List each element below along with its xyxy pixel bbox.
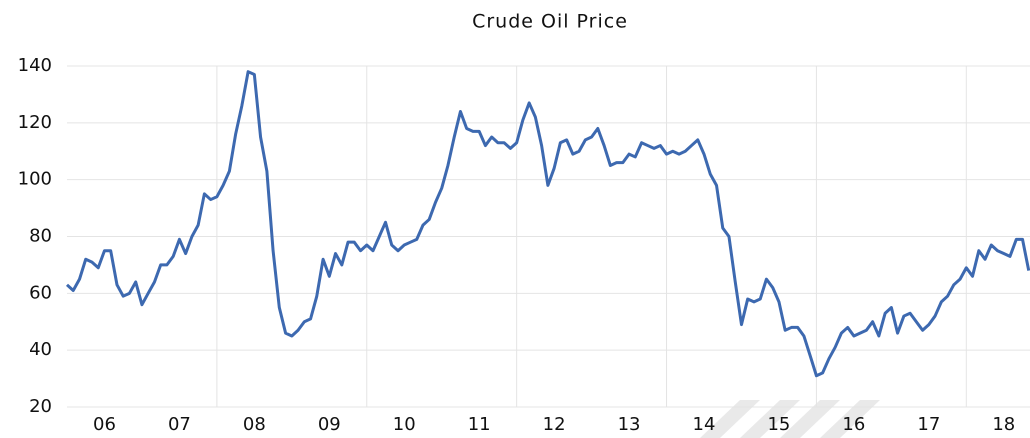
stripe bbox=[780, 400, 840, 438]
stripe bbox=[700, 400, 760, 438]
x-tick-label: 17 bbox=[917, 414, 940, 435]
x-tick-label: 08 bbox=[243, 414, 266, 435]
x-tick-label: 18 bbox=[992, 414, 1015, 435]
x-tick-label: 12 bbox=[543, 414, 566, 435]
y-tick-label: 120 bbox=[18, 112, 52, 133]
chart-title: Crude Oil Price bbox=[472, 11, 628, 33]
x-tick-label: 16 bbox=[842, 414, 865, 435]
data-line bbox=[65, 70, 1030, 378]
y-tick-label: 40 bbox=[29, 339, 52, 360]
stripe bbox=[740, 400, 800, 438]
x-tick-label: 06 bbox=[93, 414, 116, 435]
x-tick-label: 14 bbox=[693, 414, 716, 435]
x-tick-label: 07 bbox=[168, 414, 191, 435]
y-tick-label: 20 bbox=[29, 396, 52, 417]
x-tick-label: 13 bbox=[618, 414, 641, 435]
x-tick-label: 10 bbox=[393, 414, 416, 435]
y-tick-label: 60 bbox=[29, 282, 52, 303]
x-tick-label: 09 bbox=[318, 414, 341, 435]
y-tick-label: 100 bbox=[18, 169, 52, 190]
watermark bbox=[700, 400, 880, 438]
x-tick-label: 15 bbox=[767, 414, 790, 435]
y-tick-label: 140 bbox=[18, 55, 52, 76]
y-tick-label: 80 bbox=[29, 226, 52, 247]
stripe bbox=[820, 400, 880, 438]
x-tick-label: 11 bbox=[468, 414, 491, 435]
